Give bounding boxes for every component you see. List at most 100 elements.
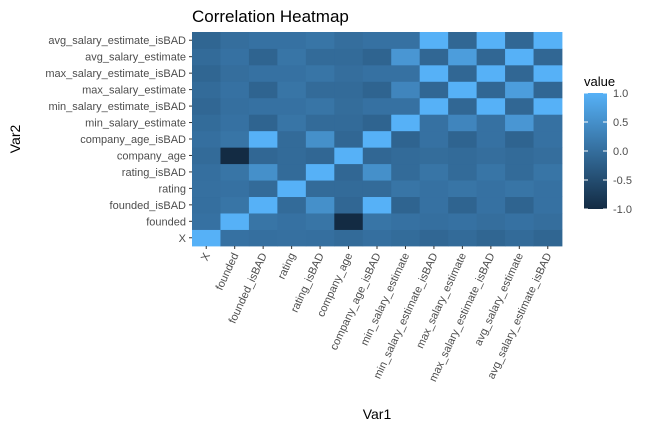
heatmap-cell-max-salary-estimate-isbad-avg-salary-estimate-isbad <box>476 32 506 49</box>
heatmap-cell-x-max-salary-estimate-isbad <box>192 64 221 82</box>
y-tick-label-avg-salary-estimate: avg_salary_estimate <box>85 52 186 64</box>
heatmap-cell-company-age-isbad-min-salary-estimate-isbad <box>362 97 392 115</box>
x-tick-label-founded: founded <box>214 251 242 292</box>
heatmap-cell-min-salary-estimate-max-salary-estimate <box>391 81 421 99</box>
heatmap-cell-max-salary-estimate-isbad-rating <box>476 180 506 198</box>
heatmap-cell-avg-salary-estimate-isbad-founded <box>533 213 563 230</box>
heatmap-cell-company-age-isbad-x <box>362 229 392 247</box>
heatmap-cell-rating-isbad-max-salary-estimate-isbad <box>305 64 335 82</box>
heatmap-cell-avg-salary-estimate-rating-isbad <box>505 163 534 181</box>
heatmap-cell-max-salary-estimate-isbad-company-age-isbad <box>476 130 506 148</box>
heatmap-cell-min-salary-estimate-isbad-max-salary-estimate <box>419 81 449 99</box>
heatmap-cell-avg-salary-estimate-avg-salary-estimate <box>505 48 534 66</box>
legend-tick-label: 0.0 <box>613 146 628 158</box>
heatmap-cell-founded-isbad-x <box>248 229 278 247</box>
heatmap-cell-min-salary-estimate-founded <box>391 213 421 230</box>
heatmap-cell-max-salary-estimate-isbad-founded <box>476 213 506 230</box>
heatmap-cell-rating-max-salary-estimate <box>277 81 307 99</box>
heatmap-cell-company-age-avg-salary-estimate-isbad <box>334 32 364 49</box>
heatmap-cells <box>192 32 563 247</box>
heatmap-cell-min-salary-estimate-avg-salary-estimate <box>391 48 421 66</box>
heatmap-cell-min-salary-estimate-isbad-company-age <box>419 147 449 165</box>
heatmap-cell-avg-salary-estimate-founded-isbad <box>505 196 534 214</box>
heatmap-cell-avg-salary-estimate-isbad-rating <box>533 180 563 198</box>
heatmap-cell-max-salary-estimate-isbad-rating-isbad <box>476 163 506 181</box>
heatmap-cell-max-salary-estimate-rating <box>448 180 478 198</box>
heatmap-cell-founded-isbad-company-age-isbad <box>248 130 278 148</box>
heatmap-cell-avg-salary-estimate-isbad-rating-isbad <box>533 163 563 181</box>
heatmap-cell-founded-isbad-avg-salary-estimate <box>248 48 278 66</box>
heatmap-cell-x-company-age-isbad <box>192 130 221 148</box>
heatmap-cell-max-salary-estimate-rating-isbad <box>448 163 478 181</box>
heatmap-cell-founded-max-salary-estimate-isbad <box>220 64 250 82</box>
heatmap-cell-x-company-age <box>192 147 221 165</box>
heatmap-cell-founded-min-salary-estimate-isbad <box>220 97 250 115</box>
heatmap-cell-company-age-isbad-rating-isbad <box>362 163 392 181</box>
heatmap-cell-max-salary-estimate-avg-salary-estimate <box>448 48 478 66</box>
heatmap-cell-max-salary-estimate-isbad-x <box>476 229 506 247</box>
heatmap-cell-min-salary-estimate-avg-salary-estimate-isbad <box>391 32 421 49</box>
y-tick-label-x: X <box>179 233 187 245</box>
x-axis-title: Var1 <box>363 406 392 422</box>
heatmap-cell-min-salary-estimate-isbad-avg-salary-estimate-isbad <box>419 32 449 49</box>
heatmap-cell-rating-isbad-x <box>305 229 335 247</box>
chart-title: Correlation Heatmap <box>192 7 349 26</box>
heatmap-cell-avg-salary-estimate-isbad-max-salary-estimate <box>533 81 563 99</box>
heatmap-cell-max-salary-estimate-isbad-founded-isbad <box>476 196 506 214</box>
heatmap-cell-rating-min-salary-estimate-isbad <box>277 97 307 115</box>
heatmap-cell-rating-founded-isbad <box>277 196 307 214</box>
heatmap-cell-founded-isbad-avg-salary-estimate-isbad <box>248 32 278 49</box>
heatmap-cell-max-salary-estimate-isbad-max-salary-estimate <box>476 81 506 99</box>
heatmap-cell-avg-salary-estimate-isbad-min-salary-estimate-isbad <box>533 97 563 115</box>
heatmap-cell-rating-isbad-avg-salary-estimate <box>305 48 335 66</box>
heatmap-cell-max-salary-estimate-isbad-max-salary-estimate-isbad <box>476 64 506 82</box>
heatmap-cell-company-age-isbad-company-age-isbad <box>362 130 392 148</box>
legend-tick-label: -0.5 <box>613 175 632 187</box>
heatmap-cell-company-age-isbad-avg-salary-estimate-isbad <box>362 32 392 49</box>
heatmap-cell-min-salary-estimate-isbad-founded <box>419 213 449 230</box>
heatmap-cell-company-age-avg-salary-estimate <box>334 48 364 66</box>
heatmap-cell-founded-isbad-max-salary-estimate-isbad <box>248 64 278 82</box>
y-tick-label-avg-salary-estimate-isbad: avg_salary_estimate_isBAD <box>48 35 186 47</box>
heatmap-cell-max-salary-estimate-max-salary-estimate <box>448 81 478 99</box>
heatmap-cell-rating-isbad-company-age-isbad <box>305 130 335 148</box>
heatmap-cell-min-salary-estimate-isbad-rating <box>419 180 449 198</box>
heatmap-cell-min-salary-estimate-isbad-max-salary-estimate-isbad <box>419 64 449 82</box>
heatmap-cell-avg-salary-estimate-max-salary-estimate <box>505 81 534 99</box>
heatmap-cell-min-salary-estimate-max-salary-estimate-isbad <box>391 64 421 82</box>
y-tick-label-max-salary-estimate-isbad: max_salary_estimate_isBAD <box>45 68 186 80</box>
heatmap-cell-rating-isbad-company-age <box>305 147 335 165</box>
heatmap-cell-founded-rating <box>220 180 250 198</box>
heatmap-cell-min-salary-estimate-company-age-isbad <box>391 130 421 148</box>
color-legend: value 1.0 0.5 0.0 -0.5 -1.0 <box>584 74 632 216</box>
y-tick-label-founded: founded <box>146 216 186 228</box>
heatmap-cell-company-age-isbad-max-salary-estimate <box>362 81 392 99</box>
y-tick-label-founded-isbad: founded_isBAD <box>110 200 186 212</box>
heatmap-cell-avg-salary-estimate-avg-salary-estimate-isbad <box>505 32 534 49</box>
heatmap-cell-max-salary-estimate-company-age <box>448 147 478 165</box>
heatmap-cell-max-salary-estimate-founded-isbad <box>448 196 478 214</box>
heatmap-cell-rating-rating <box>277 180 307 198</box>
heatmap-cell-max-salary-estimate-company-age-isbad <box>448 130 478 148</box>
heatmap-cell-rating-isbad-min-salary-estimate <box>305 114 335 132</box>
heatmap-cell-company-age-founded <box>334 213 364 230</box>
heatmap-cell-rating-isbad-max-salary-estimate <box>305 81 335 99</box>
heatmap-cell-company-age-isbad-company-age <box>362 147 392 165</box>
heatmap-cell-max-salary-estimate-x <box>448 229 478 247</box>
heatmap-cell-x-min-salary-estimate <box>192 114 221 132</box>
heatmap-cell-avg-salary-estimate-rating <box>505 180 534 198</box>
heatmap-cell-avg-salary-estimate-isbad-founded-isbad <box>533 196 563 214</box>
heatmap-cell-max-salary-estimate-min-salary-estimate <box>448 114 478 132</box>
legend-colorbar <box>584 93 607 209</box>
heatmap-cell-rating-avg-salary-estimate <box>277 48 307 66</box>
heatmap-cell-min-salary-estimate-isbad-company-age-isbad <box>419 130 449 148</box>
heatmap-cell-x-founded-isbad <box>192 196 221 214</box>
heatmap-cell-avg-salary-estimate-isbad-avg-salary-estimate-isbad <box>533 32 563 49</box>
y-tick-label-rating: rating <box>158 183 186 195</box>
heatmap-cell-rating-avg-salary-estimate-isbad <box>277 32 307 49</box>
y-tick-label-min-salary-estimate-isbad: min_salary_estimate_isBAD <box>48 101 186 113</box>
legend-tick-label: 0.5 <box>613 117 628 129</box>
heatmap-cell-company-age-isbad-founded-isbad <box>362 196 392 214</box>
heatmap-cell-min-salary-estimate-min-salary-estimate <box>391 114 421 132</box>
